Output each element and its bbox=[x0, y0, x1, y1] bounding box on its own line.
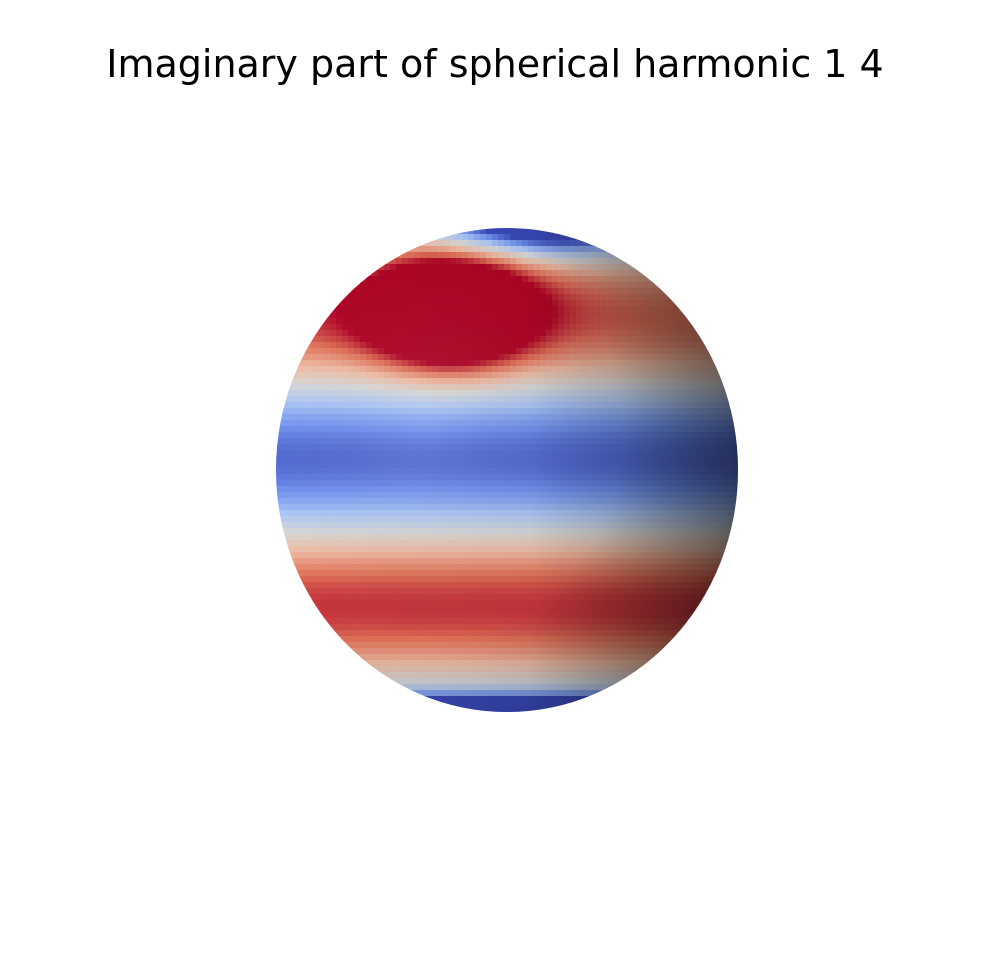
surface-cell bbox=[684, 306, 691, 313]
surface-cell bbox=[636, 264, 643, 271]
surface-cell bbox=[696, 612, 703, 619]
surface-cell bbox=[690, 618, 697, 625]
surface-cell bbox=[402, 690, 409, 697]
surface-cell bbox=[288, 366, 295, 373]
surface-cell bbox=[390, 684, 397, 691]
surface-cell bbox=[636, 672, 643, 679]
surface-cell bbox=[312, 612, 319, 619]
surface-cell bbox=[336, 294, 343, 301]
surface-cell bbox=[582, 234, 589, 241]
surface-cell bbox=[732, 402, 738, 409]
surface-cell bbox=[348, 282, 355, 289]
surface-cell bbox=[594, 240, 601, 247]
surface-cell bbox=[654, 276, 661, 283]
surface-cell bbox=[696, 324, 703, 331]
surface-cell bbox=[372, 672, 379, 679]
surface-cell bbox=[294, 354, 301, 361]
surface-cell bbox=[564, 228, 571, 235]
surface-cell bbox=[282, 384, 289, 391]
surface-cell bbox=[444, 228, 451, 235]
surface-cell bbox=[732, 408, 738, 415]
surface-cell bbox=[720, 564, 727, 571]
surface-cell bbox=[306, 600, 313, 607]
surface-cell bbox=[282, 546, 289, 553]
surface-cell bbox=[288, 564, 295, 571]
surface-cell bbox=[450, 228, 457, 235]
surface-cell bbox=[672, 294, 679, 301]
surface-cell bbox=[732, 414, 738, 421]
surface-cell bbox=[384, 678, 391, 685]
surface-cell bbox=[378, 258, 385, 265]
surface-cell bbox=[300, 588, 307, 595]
surface-cell bbox=[318, 618, 325, 625]
surface-cell bbox=[726, 546, 733, 553]
surface-cell bbox=[630, 258, 637, 265]
surface-cell bbox=[276, 528, 283, 535]
surface-cell bbox=[726, 390, 733, 397]
surface-cell bbox=[708, 342, 715, 349]
surface-cell bbox=[714, 354, 721, 361]
surface-cell bbox=[624, 678, 631, 685]
surface-cell bbox=[690, 318, 697, 325]
surface-cell bbox=[702, 336, 709, 343]
surface-cell bbox=[732, 522, 738, 529]
surface-cell bbox=[354, 276, 361, 283]
surface-cell bbox=[660, 282, 667, 289]
surface-cell bbox=[330, 300, 337, 307]
surface-cell bbox=[726, 384, 733, 391]
surface-cell bbox=[426, 234, 433, 241]
surface-cell bbox=[390, 252, 397, 259]
surface-cell bbox=[276, 408, 283, 415]
surface-cell bbox=[708, 588, 715, 595]
surface-cell bbox=[684, 624, 691, 631]
surface-cell bbox=[324, 306, 331, 313]
surface-cell bbox=[366, 666, 373, 673]
surface-cell bbox=[732, 528, 738, 535]
surface-cell bbox=[618, 252, 625, 259]
surface-cell bbox=[276, 402, 283, 409]
surface-cell bbox=[666, 288, 673, 295]
surface-cell bbox=[642, 666, 649, 673]
surface-cell bbox=[282, 552, 289, 559]
surface-cell bbox=[312, 324, 319, 331]
surface-cell bbox=[558, 228, 565, 235]
surface-cell bbox=[678, 300, 685, 307]
surface-cell bbox=[294, 576, 301, 583]
surface-cell bbox=[720, 366, 727, 373]
surface-cell bbox=[342, 288, 349, 295]
surface-cell bbox=[720, 372, 727, 379]
surface-cell bbox=[414, 240, 421, 247]
surface-cell bbox=[648, 660, 655, 667]
surface-cell bbox=[726, 552, 733, 559]
surface-cell bbox=[618, 684, 625, 691]
surface-cell bbox=[606, 246, 613, 253]
surface-cell bbox=[702, 600, 709, 607]
surface-cell bbox=[714, 576, 721, 583]
surface-cell bbox=[300, 342, 307, 349]
